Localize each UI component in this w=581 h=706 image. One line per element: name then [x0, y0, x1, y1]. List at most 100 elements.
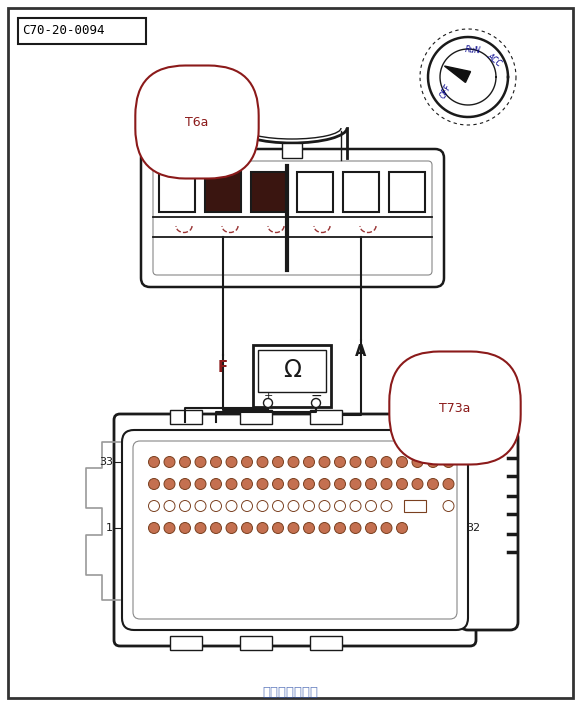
- Circle shape: [319, 479, 330, 489]
- Circle shape: [381, 522, 392, 534]
- Circle shape: [396, 522, 407, 534]
- Circle shape: [443, 501, 454, 512]
- Circle shape: [396, 479, 407, 489]
- Circle shape: [303, 501, 314, 512]
- Circle shape: [264, 398, 272, 407]
- FancyBboxPatch shape: [141, 149, 444, 287]
- Text: OFF: OFF: [439, 83, 453, 100]
- Text: C70-20-0094: C70-20-0094: [22, 25, 105, 37]
- Circle shape: [350, 522, 361, 534]
- FancyBboxPatch shape: [122, 430, 468, 630]
- Text: 汽车维修技术网: 汽车维修技术网: [262, 686, 318, 700]
- FancyBboxPatch shape: [258, 350, 326, 392]
- Bar: [404, 500, 426, 512]
- Bar: [252, 173, 286, 211]
- Circle shape: [195, 479, 206, 489]
- Circle shape: [226, 522, 237, 534]
- Circle shape: [180, 457, 191, 467]
- FancyBboxPatch shape: [460, 430, 518, 630]
- Text: ACC: ACC: [485, 52, 503, 68]
- FancyBboxPatch shape: [114, 414, 476, 646]
- Circle shape: [149, 479, 160, 489]
- Circle shape: [226, 457, 237, 467]
- Bar: [206, 173, 240, 211]
- Bar: [170, 636, 202, 650]
- Bar: [170, 410, 202, 424]
- Circle shape: [149, 522, 160, 534]
- FancyBboxPatch shape: [153, 161, 432, 275]
- Circle shape: [288, 501, 299, 512]
- Circle shape: [350, 501, 361, 512]
- Circle shape: [350, 457, 361, 467]
- Circle shape: [365, 522, 376, 534]
- Circle shape: [365, 501, 376, 512]
- Text: Ω: Ω: [283, 358, 301, 382]
- Circle shape: [180, 522, 191, 534]
- Bar: [343, 172, 379, 212]
- Circle shape: [272, 501, 284, 512]
- Polygon shape: [444, 66, 471, 83]
- Circle shape: [149, 457, 160, 467]
- Circle shape: [242, 479, 253, 489]
- Circle shape: [288, 457, 299, 467]
- Circle shape: [428, 479, 439, 489]
- Circle shape: [210, 522, 221, 534]
- Text: 1: 1: [106, 523, 113, 533]
- Circle shape: [242, 522, 253, 534]
- Circle shape: [303, 457, 314, 467]
- Text: 33: 33: [99, 457, 113, 467]
- Circle shape: [381, 501, 392, 512]
- Circle shape: [272, 479, 284, 489]
- Circle shape: [303, 522, 314, 534]
- Circle shape: [257, 457, 268, 467]
- Circle shape: [257, 522, 268, 534]
- Bar: [240, 636, 272, 650]
- Circle shape: [335, 457, 346, 467]
- Circle shape: [365, 457, 376, 467]
- Bar: [251, 172, 287, 212]
- Bar: [297, 172, 333, 212]
- Circle shape: [180, 501, 191, 512]
- Bar: [310, 636, 342, 650]
- Circle shape: [365, 479, 376, 489]
- Circle shape: [288, 522, 299, 534]
- Circle shape: [257, 479, 268, 489]
- Circle shape: [195, 522, 206, 534]
- Text: RuN: RuN: [465, 44, 481, 55]
- Circle shape: [428, 457, 439, 467]
- Text: +: +: [263, 391, 272, 401]
- Bar: [159, 172, 195, 212]
- FancyBboxPatch shape: [253, 345, 331, 407]
- Circle shape: [335, 479, 346, 489]
- Circle shape: [164, 501, 175, 512]
- Circle shape: [412, 479, 423, 489]
- Text: 32: 32: [466, 523, 480, 533]
- Circle shape: [443, 479, 454, 489]
- Circle shape: [164, 457, 175, 467]
- Circle shape: [210, 479, 221, 489]
- Circle shape: [242, 501, 253, 512]
- Circle shape: [164, 479, 175, 489]
- Circle shape: [381, 479, 392, 489]
- Circle shape: [319, 522, 330, 534]
- Circle shape: [226, 479, 237, 489]
- Text: −: −: [310, 389, 322, 403]
- Text: 72: 72: [466, 457, 480, 467]
- Text: A: A: [356, 345, 367, 359]
- Text: T6a: T6a: [185, 116, 209, 128]
- Circle shape: [443, 457, 454, 467]
- FancyBboxPatch shape: [133, 441, 457, 619]
- Circle shape: [164, 522, 175, 534]
- Circle shape: [412, 457, 423, 467]
- Circle shape: [195, 457, 206, 467]
- Bar: [240, 410, 272, 424]
- Bar: [282, 143, 302, 158]
- Bar: [389, 172, 425, 212]
- Circle shape: [272, 522, 284, 534]
- Circle shape: [350, 479, 361, 489]
- Bar: [310, 410, 342, 424]
- Circle shape: [257, 501, 268, 512]
- Text: F: F: [218, 361, 228, 376]
- Circle shape: [303, 479, 314, 489]
- Text: T73a: T73a: [439, 402, 471, 414]
